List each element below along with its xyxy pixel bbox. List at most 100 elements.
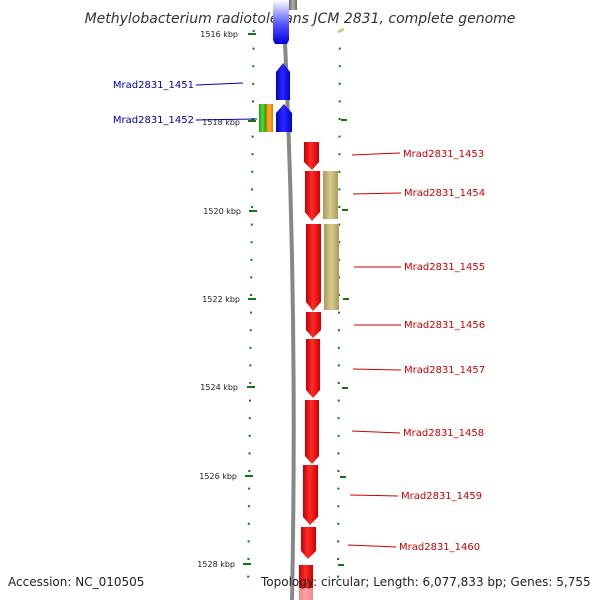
label-leader-lines: [195, 82, 402, 548]
kbp-tick: [247, 386, 255, 388]
ruler-dot: [249, 311, 252, 314]
kbp-label: 1522 kbp: [202, 295, 240, 304]
ruler-dot: [251, 170, 254, 173]
ruler-dot: [251, 153, 254, 156]
ruler-dot: [252, 47, 255, 50]
gene-label-mrad2831-1452[interactable]: Mrad2831_1452: [113, 115, 194, 126]
leader-line: [352, 192, 402, 195]
ruler-dot: [250, 241, 253, 244]
orange-feature[interactable]: [266, 104, 273, 132]
leader-line: [351, 430, 401, 434]
genome-summary-text: Topology: circular; Length: 6,077,833 bp…: [261, 575, 591, 589]
leader-line: [352, 368, 402, 371]
gene-label-mrad2831-1455[interactable]: Mrad2831_1455: [404, 262, 485, 273]
ruler-dot: [249, 346, 252, 349]
gene-arrow-mrad2831-1451[interactable]: [276, 63, 290, 100]
ruler-dot: [247, 575, 250, 578]
ruler-dot: [338, 118, 341, 120]
ruler-dot: [248, 487, 251, 490]
ruler-dot: [252, 65, 255, 68]
ruler-dot: [338, 170, 341, 173]
ruler-dot: [338, 135, 341, 138]
ruler-dot: [337, 382, 340, 384]
ruler-dot: [338, 82, 341, 85]
gene-label-mrad2831-1454[interactable]: Mrad2831_1454: [404, 188, 485, 199]
ruler-dot: [249, 364, 252, 367]
ruler-dot: [247, 505, 250, 508]
kbp-tick: [248, 298, 256, 300]
accession-text: Accession: NC_010505: [8, 575, 145, 589]
gene-label-mrad2831-1453[interactable]: Mrad2831_1453: [403, 149, 484, 160]
ruler-dot: [337, 399, 340, 402]
khaki-feature[interactable]: [323, 171, 338, 219]
gene-arrow-mrad2831-1460[interactable]: [301, 527, 316, 559]
leader-line: [195, 118, 258, 121]
ruler-dot: [251, 188, 254, 191]
ruler-dot: [337, 505, 340, 508]
ruler-dot: [249, 382, 252, 384]
red-gene-fade: [297, 588, 317, 600]
gene-arrow-mrad2831-1454[interactable]: [305, 171, 320, 221]
gene-label-mrad2831-1458[interactable]: Mrad2831_1458: [403, 428, 484, 439]
ruler-dot: [250, 206, 253, 208]
gene-arrow-mrad2831-1453[interactable]: [304, 142, 319, 170]
right-ruler-dash: [338, 564, 344, 566]
kbp-label: 1518 kbp: [202, 118, 240, 127]
kbp-scale: 1516 kbp 1518 kbp 1520 kbp 1522 kbp 1524…: [197, 30, 257, 569]
gene-arrow-mrad2831-1452[interactable]: [276, 104, 292, 132]
right-ruler-dash: [343, 298, 349, 300]
ruler-dot: [337, 540, 340, 543]
ruler-dot: [338, 258, 341, 261]
kbp-tick: [245, 475, 253, 477]
ruler-dot: [338, 100, 341, 103]
ruler-dot: [250, 258, 253, 261]
khaki-feature[interactable]: [324, 224, 339, 310]
ruler-dot: [337, 470, 340, 472]
gene-label-mrad2831-1460[interactable]: Mrad2831_1460: [399, 542, 480, 553]
kbp-label: 1526 kbp: [199, 472, 237, 481]
ruler-dot: [338, 47, 341, 50]
ruler-dot: [337, 575, 340, 578]
ruler-dot: [247, 540, 250, 543]
ruler-dot: [338, 241, 341, 244]
kbp-label: 1528 kbp: [197, 560, 235, 569]
gene-label-mrad2831-1451[interactable]: Mrad2831_1451: [113, 80, 194, 91]
gene-arrow-mrad2831-1456[interactable]: [306, 312, 321, 338]
kbp-label: 1524 kbp: [200, 383, 238, 392]
ruler-dot: [338, 311, 340, 314]
ruler-dot: [249, 329, 252, 332]
ruler-dot: [338, 206, 341, 208]
right-ruler-dash: [342, 387, 348, 389]
leader-line: [195, 82, 244, 86]
ruler-dot: [338, 223, 341, 226]
right-ruler-dots: [337, 30, 341, 578]
gene-label-mrad2831-1456[interactable]: Mrad2831_1456: [404, 320, 485, 331]
ruler-dot: [338, 276, 341, 279]
leader-line: [351, 152, 401, 156]
ruler-dot: [337, 487, 340, 490]
gene-label-mrad2831-1457[interactable]: Mrad2831_1457: [404, 365, 485, 376]
khaki-feature-cap: [337, 27, 345, 34]
gene-arrow-mrad2831-1459[interactable]: [303, 465, 318, 525]
kbp-tick: [243, 563, 251, 565]
gene-arrow-mrad2831-1455[interactable]: [306, 224, 321, 311]
gene-arrow-mrad2831-1458[interactable]: [305, 400, 319, 464]
ruler-dot: [250, 276, 253, 279]
ruler-dot: [248, 452, 251, 455]
ruler-dot: [248, 434, 251, 437]
green-feature[interactable]: [259, 104, 266, 132]
ruler-dot: [337, 522, 340, 525]
ruler-dot: [250, 294, 253, 296]
kbp-label: 1520 kbp: [203, 207, 241, 216]
gene-label-mrad2831-1459[interactable]: Mrad2831_1459: [401, 491, 482, 502]
ruler-dot: [338, 65, 341, 68]
gene-arrow-mrad2831-1457[interactable]: [306, 339, 320, 398]
right-ruler-dash: [341, 119, 347, 121]
ruler-dot: [338, 153, 341, 156]
kbp-label: 1516 kbp: [200, 30, 238, 39]
ruler-dot: [337, 329, 340, 332]
blue-gene-arrow[interactable]: [273, 0, 289, 44]
kbp-tick: [248, 120, 256, 122]
ruler-dot: [337, 346, 340, 349]
